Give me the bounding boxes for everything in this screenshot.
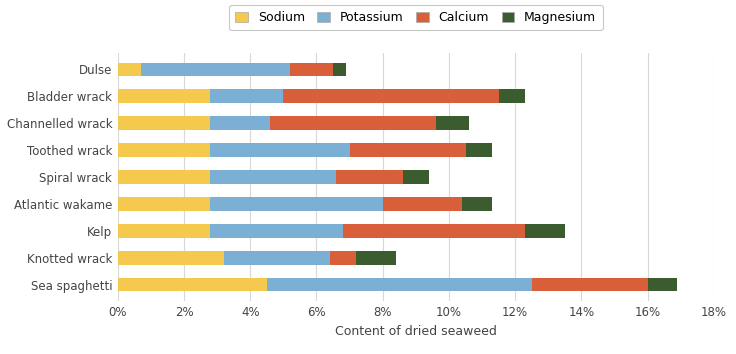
Bar xyxy=(118,116,210,130)
Bar xyxy=(210,143,350,157)
Bar xyxy=(266,278,531,291)
Bar xyxy=(403,170,429,184)
Bar xyxy=(270,116,436,130)
Bar xyxy=(465,143,492,157)
Bar xyxy=(118,224,210,238)
Bar xyxy=(141,63,290,76)
X-axis label: Content of dried seaweed: Content of dried seaweed xyxy=(335,325,497,338)
Bar xyxy=(118,170,210,184)
Bar xyxy=(330,251,356,264)
Bar xyxy=(531,278,648,291)
Bar xyxy=(210,116,270,130)
Bar xyxy=(383,197,462,211)
Bar xyxy=(336,170,403,184)
Bar xyxy=(343,224,525,238)
Bar xyxy=(210,224,343,238)
Bar xyxy=(356,251,396,264)
Bar xyxy=(498,90,525,103)
Bar xyxy=(648,278,677,291)
Bar xyxy=(118,90,210,103)
Bar xyxy=(436,116,469,130)
Bar xyxy=(224,251,330,264)
Bar xyxy=(118,143,210,157)
Bar xyxy=(210,170,336,184)
Bar xyxy=(525,224,565,238)
Legend: Sodium, Potassium, Calcium, Magnesium: Sodium, Potassium, Calcium, Magnesium xyxy=(229,5,603,30)
Bar xyxy=(210,197,383,211)
Bar xyxy=(118,197,210,211)
Bar xyxy=(118,278,266,291)
Bar xyxy=(210,90,283,103)
Bar xyxy=(350,143,466,157)
Bar xyxy=(290,63,333,76)
Bar xyxy=(118,251,224,264)
Bar xyxy=(283,90,499,103)
Bar xyxy=(333,63,346,76)
Bar xyxy=(118,63,141,76)
Bar xyxy=(462,197,492,211)
